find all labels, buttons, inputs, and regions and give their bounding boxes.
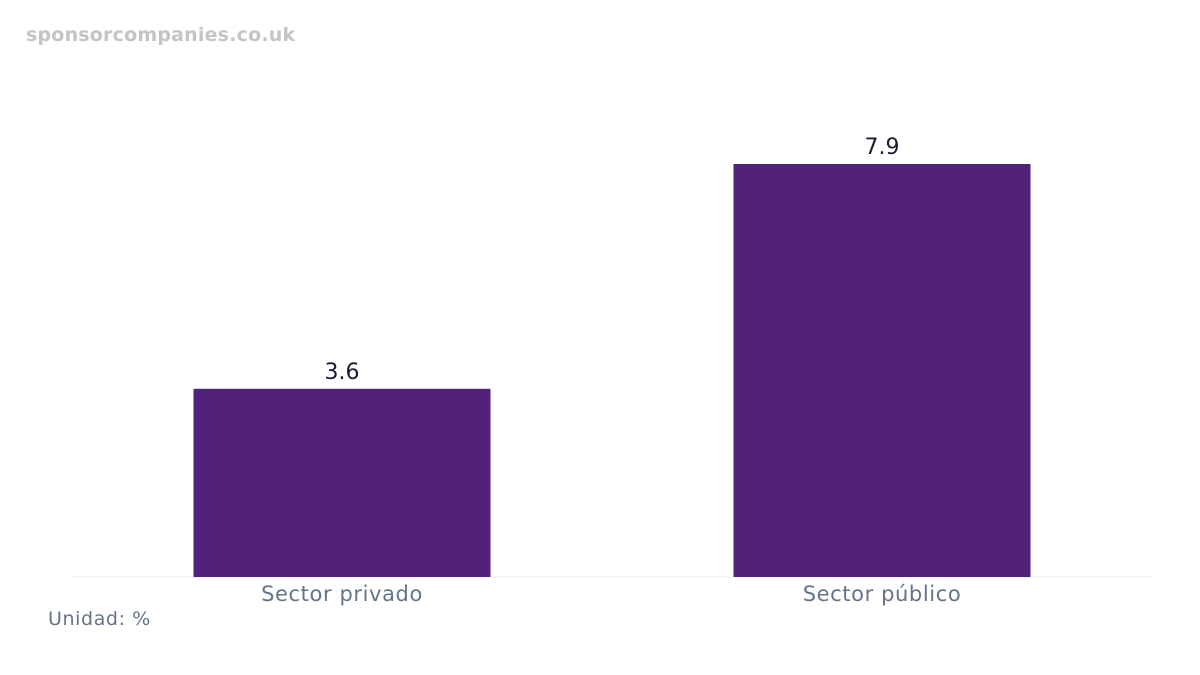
- bar-2: [733, 164, 1031, 577]
- watermark-text: sponsorcompanies.co.uk: [26, 24, 296, 46]
- value-label-1: 3.6: [325, 360, 360, 385]
- value-labels-group: 3.6 7.9: [325, 135, 900, 385]
- unit-note: Unidad: %: [48, 608, 151, 630]
- bars-group: [193, 164, 1031, 577]
- value-label-2: 7.9: [865, 135, 900, 160]
- category-label-2: Sector público: [803, 582, 962, 606]
- category-label-1: Sector privado: [261, 582, 423, 606]
- bar-1: [193, 388, 491, 577]
- category-labels-group: Sector privado Sector público: [261, 582, 961, 606]
